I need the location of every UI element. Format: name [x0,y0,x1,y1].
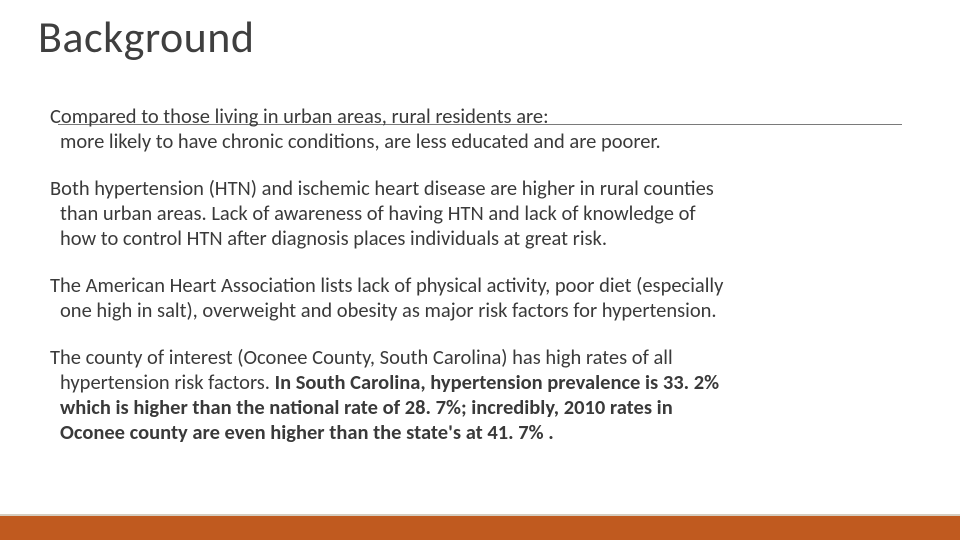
p3-line2: one high in salt), overweight and obesit… [60,298,910,323]
paragraph-1: Compared to those living in urban areas,… [50,104,910,154]
footer-bar [0,514,960,540]
body-text: Compared to those living in urban areas,… [50,104,910,467]
slide-title: Background [38,10,255,64]
p4-bold2: which is higher than the national rate o… [60,395,910,420]
p4-bold1: In South Carolina, hypertension prevalen… [275,369,719,395]
paragraph-2: Both hypertension (HTN) and ischemic hea… [50,176,910,251]
p1-line1: Compared to those living in urban areas,… [50,104,910,129]
p2-line1: Both hypertension (HTN) and ischemic hea… [50,176,910,201]
slide: Background Compared to those living in u… [0,0,960,540]
p4-bold3: Oconee county are even higher than the s… [60,420,910,445]
paragraph-3: The American Heart Association lists lac… [50,273,910,323]
p2-line2: than urban areas. Lack of awareness of h… [60,201,910,226]
paragraph-4: The county of interest (Oconee County, S… [50,345,910,445]
p4-line2-plain: hypertension risk factors. [60,369,275,395]
p1-line2: more likely to have chronic conditions, … [60,129,910,154]
p4-line2: hypertension risk factors. In South Caro… [60,370,910,395]
p2-line3: how to control HTN after diagnosis place… [60,226,910,251]
p4-line1: The county of interest (Oconee County, S… [50,345,910,370]
p3-line1: The American Heart Association lists lac… [50,273,910,298]
